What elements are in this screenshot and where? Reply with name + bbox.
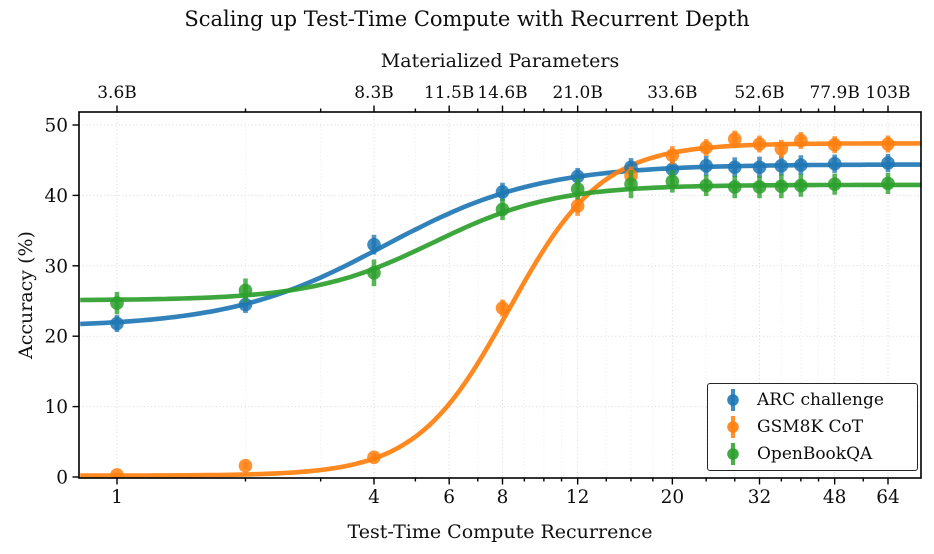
data-point: [827, 177, 842, 191]
series-points-0: [110, 153, 895, 332]
y-tick-label: 30: [44, 256, 68, 277]
data-point: [794, 178, 808, 193]
legend-item-1: GSM8K CoT: [723, 414, 917, 440]
data-point: [110, 316, 124, 331]
x-tick-label: 12: [566, 487, 590, 508]
y-axis-title: Accuracy (%): [15, 231, 37, 359]
data-point: [699, 178, 713, 193]
y-tick-label: 20: [44, 327, 68, 348]
data-point: [794, 158, 808, 172]
data-point: [367, 450, 381, 465]
data-point: [495, 202, 510, 217]
x-tick-label: 4: [368, 487, 380, 508]
top-tick-label: 8.3B: [354, 83, 394, 103]
top-axis-title: Materialized Parameters: [380, 50, 620, 72]
data-point: [774, 159, 789, 173]
y-tick-label: 0: [56, 468, 68, 489]
series-points-2: [110, 170, 895, 315]
x-axis-title: Test-Time Compute Recurrence: [347, 521, 653, 543]
top-tick-label: 3.6B: [97, 83, 137, 103]
top-tick-label: 14.6B: [477, 83, 527, 103]
data-point: [238, 297, 253, 312]
data-point: [665, 174, 680, 189]
legend-label: OpenBookQA: [757, 443, 873, 464]
data-point: [827, 137, 842, 152]
y-tick-label: 10: [44, 397, 68, 418]
x-tick-label: 1: [111, 487, 123, 508]
top-tick-label: 52.6B: [734, 83, 784, 103]
x-tick-label: 20: [661, 487, 685, 508]
axis-ticks: 1 4 6 8 12 20 32 48 64 3.6B 8.3B 11.5B 14.6B 21.0B 33.…: [44, 83, 910, 508]
top-tick-label: 33.6B: [647, 83, 697, 103]
data-point: [665, 148, 680, 163]
data-point: [881, 137, 895, 151]
top-tick-label: 21.0B: [552, 83, 602, 103]
data-point: [570, 199, 585, 213]
data-point: [367, 237, 381, 252]
data-point: [367, 266, 381, 280]
data-point: [495, 185, 510, 199]
data-point: [110, 468, 124, 478]
data-point: [665, 162, 680, 177]
data-point: [794, 133, 808, 148]
data-point: [752, 160, 767, 175]
y-tick-label: 50: [44, 116, 68, 137]
data-point: [774, 179, 789, 194]
x-tick-label: 32: [748, 487, 772, 508]
data-point: [727, 160, 742, 175]
legend-label: GSM8K CoT: [757, 416, 864, 437]
data-point: [110, 296, 124, 310]
data-point: [727, 132, 742, 146]
legend-errorbar-marker-icon: [727, 389, 739, 412]
data-point: [624, 177, 638, 191]
data-point: [881, 176, 895, 191]
data-point: [699, 159, 713, 173]
legend-label: ARC challenge: [757, 390, 884, 411]
data-point: [570, 169, 585, 184]
x-tick-label: 6: [443, 487, 455, 508]
top-tick-label: 11.5B: [424, 83, 474, 103]
chart-title: Scaling up Test-Time Compute with Recurr…: [184, 7, 750, 31]
data-point: [774, 142, 789, 156]
data-point: [570, 182, 585, 196]
legend-errorbar-marker-icon: [727, 415, 739, 438]
data-point: [881, 156, 895, 170]
x-tick-label: 64: [876, 487, 900, 508]
legend-item-2: OpenBookQA: [723, 441, 917, 467]
data-point: [699, 140, 713, 155]
y-tick-label: 40: [44, 186, 68, 207]
data-point: [752, 180, 767, 194]
data-point: [238, 283, 253, 298]
data-point: [727, 180, 742, 194]
top-tick-label: 103B: [866, 83, 911, 103]
legend-errorbar-marker-icon: [727, 442, 739, 465]
data-point: [238, 458, 253, 473]
data-point: [752, 137, 767, 151]
data-point: [827, 156, 842, 171]
data-point: [495, 301, 510, 315]
legend: ARC challenge GSM8K CoT OpenBookQA: [707, 383, 918, 471]
top-tick-label: 77.9B: [809, 83, 859, 103]
x-tick-label: 48: [823, 487, 847, 508]
plot-border: [78, 111, 922, 479]
x-tick-label: 8: [497, 487, 509, 508]
legend-item-0: ARC challenge: [723, 387, 917, 413]
